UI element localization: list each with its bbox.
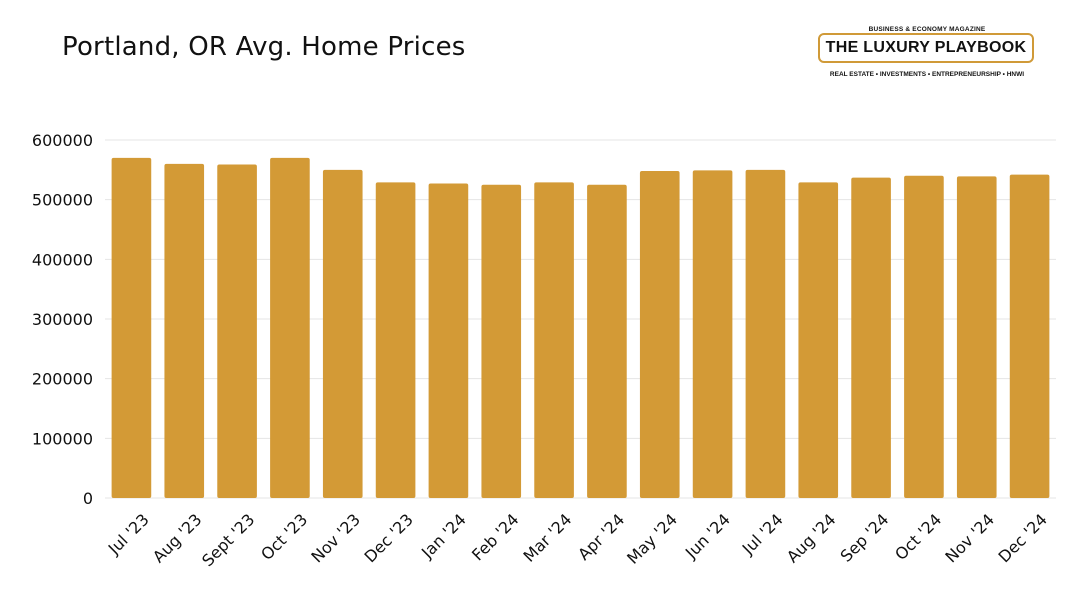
x-tick-label: Jul '23: [104, 510, 153, 559]
bar: [851, 177, 891, 498]
bar: [587, 184, 627, 498]
y-tick-label: 600000: [32, 131, 93, 150]
bar: [428, 183, 469, 498]
bar: [217, 164, 257, 499]
bars: [111, 157, 1050, 499]
x-tick-label: Jul '24: [738, 510, 787, 559]
x-tick-label: Aug '24: [783, 510, 840, 567]
bar: [639, 171, 680, 498]
x-tick-label: Dec '23: [360, 510, 416, 566]
bar: [692, 170, 733, 498]
x-tick-label: Nov '23: [307, 510, 364, 567]
x-tick-label: May '24: [623, 510, 681, 568]
x-tick-label: Aug '23: [149, 510, 206, 567]
bar: [164, 163, 205, 498]
logo-main-text: THE LUXURY PLAYBOOK: [825, 39, 1027, 56]
bar: [375, 182, 416, 498]
x-tick-label: Dec '24: [994, 510, 1050, 566]
y-tick-label: 400000: [32, 250, 93, 269]
y-tick-label: 0: [83, 489, 93, 508]
x-tick-label: Sep '24: [837, 510, 893, 566]
x-tick-label: Oct '24: [891, 510, 945, 564]
bar: [534, 182, 574, 498]
bar: [270, 157, 310, 498]
bar: [956, 176, 997, 498]
grid-lines: [105, 139, 1056, 499]
bar: [481, 184, 522, 498]
x-tick-label: Nov '24: [941, 510, 998, 567]
x-tick-label: Feb '24: [468, 510, 523, 565]
y-tick-label: 300000: [32, 310, 93, 329]
bar: [904, 175, 944, 499]
bar: [1009, 174, 1050, 498]
y-tick-label: 100000: [32, 429, 93, 448]
brand-logo: BUSINESS & ECONOMY MAGAZINE THE LUXURY P…: [812, 26, 1042, 86]
y-tick-label: 500000: [32, 191, 93, 210]
x-tick-label: Oct '23: [257, 510, 311, 564]
bar: [745, 169, 786, 499]
bar: [111, 157, 152, 498]
y-tick-label: 200000: [32, 370, 93, 389]
logo-sub-text: REAL ESTATE • INVESTMENTS • ENTREPRENEUR…: [829, 71, 1025, 78]
x-tick-label: Jun '24: [681, 510, 734, 563]
logo-top-text: BUSINESS & ECONOMY MAGAZINE: [868, 26, 986, 33]
bar: [322, 169, 363, 499]
x-tick-label: Apr '24: [574, 510, 628, 564]
y-axis-ticks: 0 100000 200000 300000 400000 500000 600000: [32, 131, 93, 508]
logo-frame: THE LUXURY PLAYBOOK: [818, 33, 1034, 63]
chart-title: Portland, OR Avg. Home Prices: [62, 32, 466, 62]
bar: [798, 182, 839, 498]
x-tick-label: Jan '24: [417, 510, 470, 563]
x-tick-label: Sept '23: [198, 510, 258, 570]
x-tick-label: Mar '24: [520, 510, 576, 566]
